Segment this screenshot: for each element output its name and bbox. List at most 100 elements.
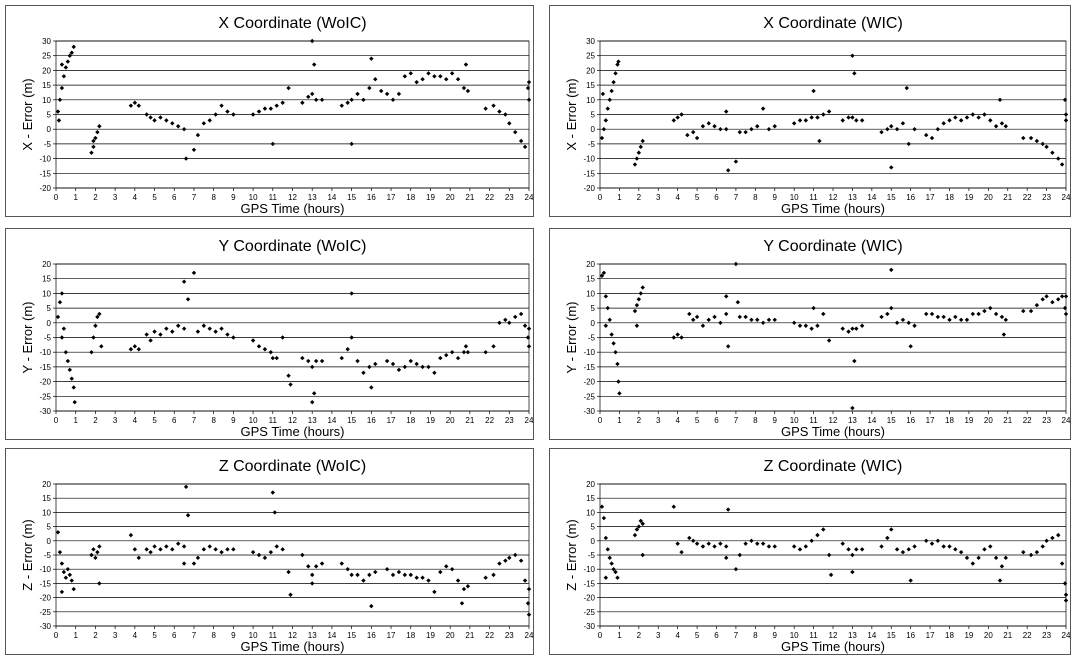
chart-title: X Coordinate (WIC) bbox=[763, 15, 903, 32]
data-point bbox=[69, 50, 74, 55]
data-point bbox=[345, 100, 350, 105]
data-point bbox=[349, 97, 354, 102]
data-point bbox=[912, 127, 917, 132]
data-point bbox=[755, 317, 760, 323]
data-point bbox=[93, 555, 98, 561]
data-point bbox=[1034, 302, 1040, 308]
data-point bbox=[988, 544, 993, 549]
data-point bbox=[760, 106, 766, 111]
data-point bbox=[671, 118, 676, 123]
data-point bbox=[947, 118, 952, 123]
y-tick-label: -15 bbox=[583, 169, 595, 178]
data-point bbox=[935, 127, 941, 132]
data-point bbox=[821, 112, 826, 117]
data-point bbox=[1059, 294, 1065, 299]
data-point bbox=[712, 544, 717, 549]
y-tick-label: -15 bbox=[39, 579, 51, 588]
data-point bbox=[181, 326, 187, 331]
y-tick-label: -10 bbox=[39, 155, 51, 164]
data-point bbox=[725, 507, 731, 512]
x-tick-label: 8 bbox=[211, 416, 216, 425]
data-point bbox=[349, 335, 354, 340]
y-axis-label: Y - Error (m) bbox=[20, 302, 35, 374]
data-point bbox=[803, 118, 809, 123]
data-point bbox=[826, 109, 832, 114]
data-point bbox=[599, 135, 605, 141]
x-tick-label: 18 bbox=[406, 631, 415, 640]
data-point bbox=[59, 62, 65, 67]
x-tick-label: 8 bbox=[753, 631, 758, 640]
y-tick-label: 15 bbox=[586, 494, 595, 503]
data-point bbox=[390, 361, 396, 367]
x-tick-label: 15 bbox=[887, 416, 896, 425]
data-point bbox=[712, 314, 717, 320]
x-tick-label: 24 bbox=[525, 416, 534, 425]
data-point bbox=[724, 311, 729, 317]
data-point bbox=[262, 106, 268, 111]
x-axis-label: GPS Time (hours) bbox=[240, 639, 344, 654]
data-point bbox=[185, 297, 191, 302]
data-point bbox=[700, 323, 706, 328]
y-tick-label: -20 bbox=[583, 594, 595, 603]
data-point bbox=[988, 305, 993, 311]
data-point bbox=[640, 521, 645, 526]
data-point bbox=[679, 335, 684, 340]
x-tick-label: 0 bbox=[598, 416, 603, 425]
x-tick-label: 5 bbox=[695, 631, 700, 640]
data-point bbox=[175, 541, 181, 546]
x-tick-label: 17 bbox=[926, 631, 935, 640]
data-point bbox=[889, 267, 894, 273]
data-point bbox=[854, 547, 859, 552]
data-point bbox=[1044, 294, 1049, 299]
data-point bbox=[231, 112, 236, 117]
y-tick-label: 10 bbox=[586, 96, 595, 105]
data-point bbox=[56, 118, 62, 123]
x-tick-label: 20 bbox=[446, 631, 455, 640]
data-point bbox=[636, 150, 642, 155]
data-point bbox=[1021, 308, 1026, 314]
x-tick-label: 24 bbox=[1062, 416, 1071, 425]
data-point bbox=[132, 547, 138, 552]
data-point bbox=[1063, 592, 1069, 597]
data-point bbox=[67, 572, 72, 578]
data-point bbox=[61, 74, 67, 79]
data-point bbox=[900, 317, 906, 323]
data-point bbox=[191, 147, 197, 152]
data-point bbox=[185, 513, 191, 518]
data-point bbox=[706, 541, 711, 546]
data-point bbox=[821, 311, 826, 317]
data-point bbox=[859, 547, 865, 552]
data-point bbox=[91, 547, 96, 552]
x-tick-label: 22 bbox=[1023, 631, 1032, 640]
data-point bbox=[724, 127, 729, 132]
x-tick-label: 4 bbox=[675, 193, 680, 202]
data-point bbox=[507, 121, 512, 126]
data-point bbox=[615, 361, 620, 367]
x-tick-label: 18 bbox=[945, 416, 954, 425]
y-tick-label: 5 bbox=[591, 304, 596, 313]
data-point bbox=[733, 567, 739, 572]
x-tick-label: 19 bbox=[964, 193, 973, 202]
data-point bbox=[361, 578, 366, 583]
x-tick-label: 1 bbox=[73, 193, 78, 202]
chart-svg: Z Coordinate (WIC)20151050-5-10-15-20-25… bbox=[564, 458, 1071, 654]
x-tick-label: 6 bbox=[172, 631, 177, 640]
chart-panel-x-woic: X Coordinate (WoIC) 30 25 20 15 10 5 0 -5 -10 -15-… bbox=[5, 5, 534, 217]
data-point bbox=[935, 314, 941, 320]
data-point bbox=[181, 561, 187, 566]
data-point bbox=[158, 332, 163, 337]
x-tick-label: 15 bbox=[347, 631, 356, 640]
data-point bbox=[815, 532, 820, 538]
x-tick-label: 11 bbox=[269, 631, 278, 640]
data-point bbox=[1062, 305, 1068, 311]
data-point bbox=[603, 575, 609, 580]
x-tick-label: 11 bbox=[809, 193, 818, 202]
data-point bbox=[993, 311, 999, 317]
data-point bbox=[491, 572, 496, 578]
data-point bbox=[65, 59, 71, 64]
x-tick-label: 19 bbox=[964, 631, 973, 640]
data-point bbox=[225, 109, 230, 114]
data-point bbox=[1003, 317, 1009, 323]
data-point bbox=[640, 138, 645, 144]
data-point bbox=[69, 376, 74, 381]
